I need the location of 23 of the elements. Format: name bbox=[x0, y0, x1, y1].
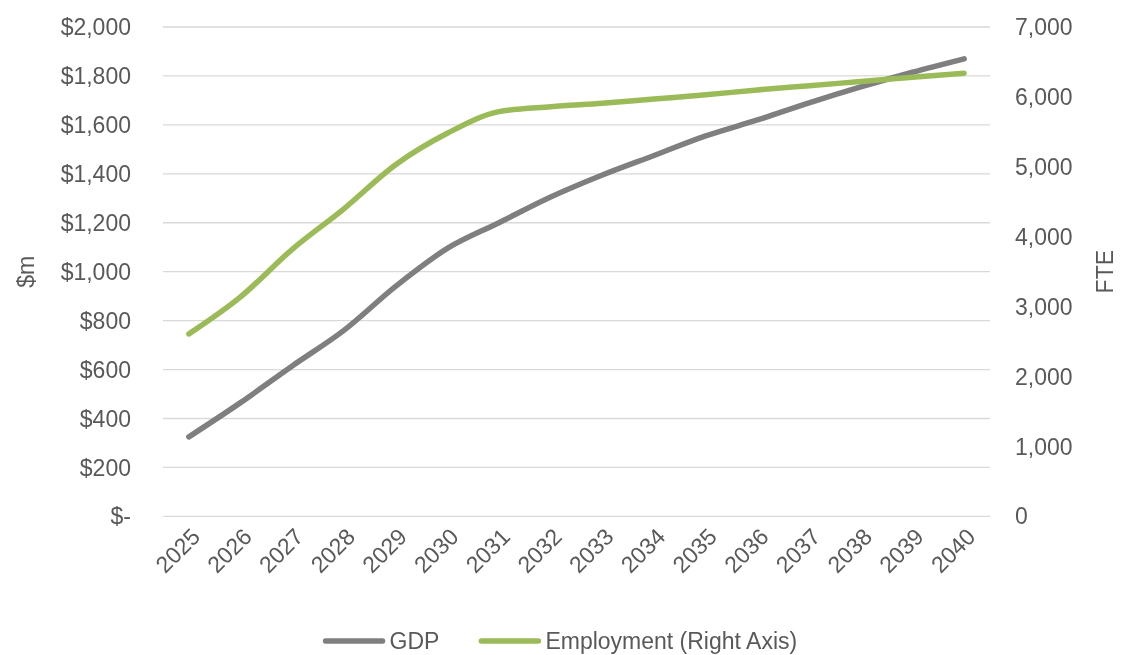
y2-tick-label: 4,000 bbox=[1015, 223, 1073, 250]
legend-label: GDP bbox=[389, 628, 440, 655]
y2-tick-label: 7,000 bbox=[1015, 14, 1073, 41]
y-tick-label: $1,200 bbox=[60, 209, 131, 236]
y-tick-label: $400 bbox=[79, 405, 131, 432]
y-tick-label: $1,000 bbox=[60, 258, 131, 285]
y2-tick-label: 0 bbox=[1015, 503, 1028, 530]
y2-tick-label: 5,000 bbox=[1015, 153, 1073, 180]
legend-label: Employment (Right Axis) bbox=[545, 628, 798, 655]
y2-tick-label: 2,000 bbox=[1015, 363, 1073, 390]
y-tick-label: $1,600 bbox=[60, 111, 131, 138]
y-tick-label: $- bbox=[110, 503, 131, 530]
y2-tick-label: 3,000 bbox=[1015, 293, 1073, 320]
y-tick-label: $1,400 bbox=[60, 160, 131, 187]
y-tick-label: $800 bbox=[79, 307, 131, 334]
y-axis-title: $m bbox=[13, 255, 39, 288]
y-tick-label: $600 bbox=[79, 356, 131, 383]
y2-tick-label: 6,000 bbox=[1015, 83, 1073, 110]
y-tick-label: $1,800 bbox=[60, 62, 131, 89]
y2-axis-title: FTE bbox=[1092, 249, 1118, 294]
y-tick-label: $200 bbox=[79, 454, 131, 481]
y-tick-label: $2,000 bbox=[60, 14, 131, 41]
y2-tick-label: 1,000 bbox=[1015, 433, 1073, 460]
